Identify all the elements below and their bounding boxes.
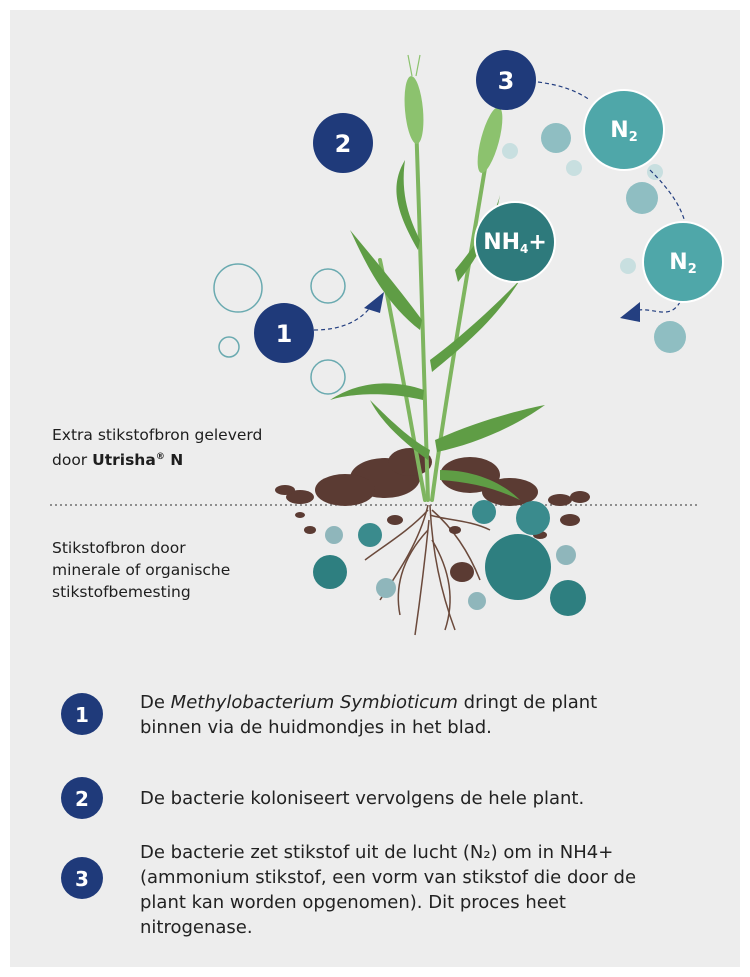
legend-item: De bacterie koloniseert vervolgens de he…	[140, 786, 660, 811]
step-badge: 1	[254, 303, 314, 363]
molecule-text: NH	[483, 230, 520, 255]
molecule-text: N	[610, 118, 628, 143]
below-soil-note: Stikstofbron door minerale of organische…	[52, 537, 257, 603]
brand: Utrisha® N	[92, 451, 183, 469]
above-soil-note: Extra stikstofbron geleverd door Utrisha…	[52, 424, 302, 471]
legend-item: De bacterie zet stikstof uit de lucht (N…	[140, 840, 650, 940]
page: {"diagram": { "step_badges": ["1", "2", …	[0, 0, 750, 977]
badge-number: 1	[276, 320, 293, 348]
molecule-label: NH4+	[483, 230, 547, 257]
step-badge: 2	[313, 113, 373, 173]
arrow-head	[364, 292, 384, 313]
legend-number: 2	[75, 787, 89, 811]
badge-number: 3	[498, 67, 515, 95]
brand-name: Utrisha	[92, 451, 156, 469]
molecule-suffix: +	[528, 230, 546, 255]
arrow-head	[620, 302, 640, 322]
step-badge: 3	[476, 50, 536, 110]
legend-text: De	[140, 692, 165, 713]
legend-italic: Methylobacterium Symbioticum	[171, 692, 458, 713]
legend-item: De Methylobacterium Symbioticum dringt d…	[140, 690, 640, 740]
legend-number: 3	[75, 867, 89, 891]
legend-number: 1	[75, 703, 89, 727]
brand-suffix: N	[170, 451, 183, 469]
molecule-sub: 2	[629, 130, 638, 145]
molecule-sub: 4	[520, 242, 528, 256]
diagram: 1 2 3 N2 N2 NH4+ 1 2 3	[0, 0, 750, 977]
molecule-sub: 2	[688, 262, 697, 277]
brand-mark: ®	[156, 452, 165, 462]
badge-number: 2	[335, 130, 352, 158]
molecule-text: N	[669, 250, 687, 275]
